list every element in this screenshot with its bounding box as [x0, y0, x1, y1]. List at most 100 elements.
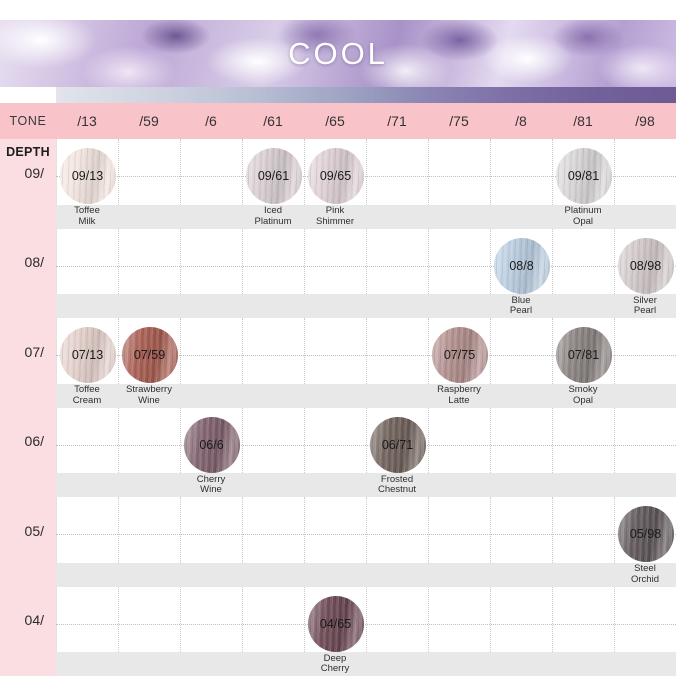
tone-header-row: TONE /13/59/6/61/65/71/75/8/81/98 — [0, 103, 676, 139]
tone-column-headers: /13/59/6/61/65/71/75/8/81/98 — [56, 103, 676, 139]
swatch-slot: 09/81 — [553, 148, 614, 204]
banner-marble-background — [0, 20, 676, 87]
depth-row-label[interactable]: 09/ — [24, 164, 44, 181]
chart-cell — [553, 228, 615, 318]
chart-cell: 08/8 — [491, 228, 553, 318]
swatch-sheen — [183, 416, 240, 473]
chart-cell: 07/59 — [119, 318, 181, 408]
shade-name — [118, 294, 180, 318]
chart-cell — [491, 407, 553, 497]
chart-cell — [181, 586, 243, 676]
color-swatch[interactable]: 07/59 — [121, 327, 178, 383]
swatch-sheen — [59, 327, 116, 383]
tone-column-header[interactable]: /6 — [205, 113, 217, 129]
color-swatch[interactable]: 07/75 — [431, 327, 488, 383]
tone-column-header[interactable]: /65 — [325, 113, 345, 129]
chart-cell — [119, 407, 181, 497]
swatch-slot: 07/75 — [429, 327, 490, 383]
depth-row-label[interactable]: 04/ — [24, 612, 44, 629]
chart-cell — [429, 407, 491, 497]
chart-cell — [181, 497, 243, 587]
color-swatch[interactable]: 06/6 — [183, 416, 240, 473]
chart-cell — [429, 228, 491, 318]
shade-name — [242, 294, 304, 318]
depth-row-label[interactable]: 05/ — [24, 522, 44, 539]
swatch-hair-strands — [183, 416, 240, 473]
chart-cell — [57, 497, 119, 587]
swatch-sheen — [617, 506, 674, 562]
tone-column-header[interactable]: /75 — [449, 113, 469, 129]
color-swatch[interactable]: 06/71 — [369, 416, 426, 473]
color-swatch[interactable]: 07/13 — [59, 327, 116, 383]
shade-name-row: Steel Orchid — [56, 563, 676, 587]
tone-column-header[interactable]: /81 — [573, 113, 593, 129]
swatch-hair-strands — [59, 148, 116, 204]
shade-name — [56, 294, 118, 318]
color-swatch[interactable]: 04/65 — [307, 595, 364, 652]
shade-name — [180, 563, 242, 587]
chart-cell — [491, 139, 553, 229]
shade-name — [614, 473, 676, 497]
row-guide-line — [56, 355, 676, 356]
depth-row-label[interactable]: 06/ — [24, 433, 44, 450]
color-swatch[interactable]: 07/81 — [555, 327, 612, 383]
depth-row-label[interactable]: 07/ — [24, 343, 44, 360]
shade-name — [180, 205, 242, 229]
depth-row-cells: 07/13 07/59 07/75 07/81 — [56, 318, 676, 408]
color-swatch[interactable]: 09/13 — [59, 148, 116, 204]
shade-name — [56, 652, 118, 676]
color-swatch[interactable]: 08/98 — [617, 237, 674, 294]
tone-column-header[interactable]: /98 — [635, 113, 655, 129]
swatch-code: 05/98 — [629, 527, 662, 541]
depth-row: 09/09/13 09/61 09/65 09/81 Toffee Milk Iced Pla… — [0, 139, 676, 229]
color-swatch[interactable]: 05/98 — [617, 506, 674, 562]
chart-cell — [491, 497, 553, 587]
depth-rows-container: 09/09/13 09/61 09/65 09/81 Toffee Milk Iced Pla… — [0, 139, 676, 676]
shade-name-row: Cherry Wine Frosted Chestnut — [56, 473, 676, 497]
color-swatch[interactable]: 09/81 — [555, 148, 612, 204]
chart-cell: 05/98 — [615, 497, 676, 587]
tone-column-header[interactable]: /8 — [515, 113, 527, 129]
chart-cell — [181, 139, 243, 229]
tone-column-header[interactable]: /59 — [139, 113, 159, 129]
shade-name — [552, 473, 614, 497]
tone-column-header[interactable]: /61 — [263, 113, 283, 129]
color-swatch[interactable]: 09/61 — [245, 148, 302, 204]
swatch-sheen — [307, 148, 364, 204]
shade-name-row: Toffee Cream Strawberry Wine Raspberry Latte S… — [56, 384, 676, 408]
swatch-hair-strands — [555, 327, 612, 383]
depth-row-cells: 08/8 08/98 — [56, 228, 676, 318]
depth-row-label[interactable]: 08/ — [24, 254, 44, 271]
shade-name: Cherry Wine — [196, 473, 226, 495]
shade-name — [366, 294, 428, 318]
swatch-hair-strands — [245, 148, 302, 204]
shade-name — [490, 205, 552, 229]
shade-name: Frosted Chestnut — [377, 473, 417, 495]
shade-name — [304, 384, 366, 408]
shade-name — [490, 384, 552, 408]
color-swatch[interactable]: 09/65 — [307, 148, 364, 204]
tone-column-header[interactable]: /71 — [387, 113, 407, 129]
shade-name — [118, 563, 180, 587]
shade-name — [366, 205, 428, 229]
chart-cell — [305, 497, 367, 587]
shade-name-row: Blue Pearl Silver Pearl — [56, 294, 676, 318]
shade-name-band — [56, 652, 676, 676]
chart-cell — [119, 139, 181, 229]
color-swatch[interactable]: 08/8 — [493, 237, 550, 294]
tone-column-header[interactable]: /13 — [77, 113, 97, 129]
swatch-code: 07/81 — [567, 348, 600, 362]
shade-name — [118, 205, 180, 229]
shade-name — [428, 294, 490, 318]
shade-name — [180, 652, 242, 676]
swatch-hair-strands — [369, 416, 426, 473]
chart-grid: DEPTH TONE /13/59/6/61/65/71/75/8/81/98 … — [0, 103, 676, 676]
row-guide-line — [56, 534, 676, 535]
swatch-slot: 07/81 — [553, 327, 614, 383]
swatch-code: 08/8 — [509, 258, 534, 273]
shade-name-row: Deep Cherry — [56, 652, 676, 676]
row-guide-line — [56, 265, 676, 267]
shade-name — [490, 563, 552, 587]
shade-name — [56, 563, 118, 587]
swatch-sheen — [307, 595, 364, 652]
